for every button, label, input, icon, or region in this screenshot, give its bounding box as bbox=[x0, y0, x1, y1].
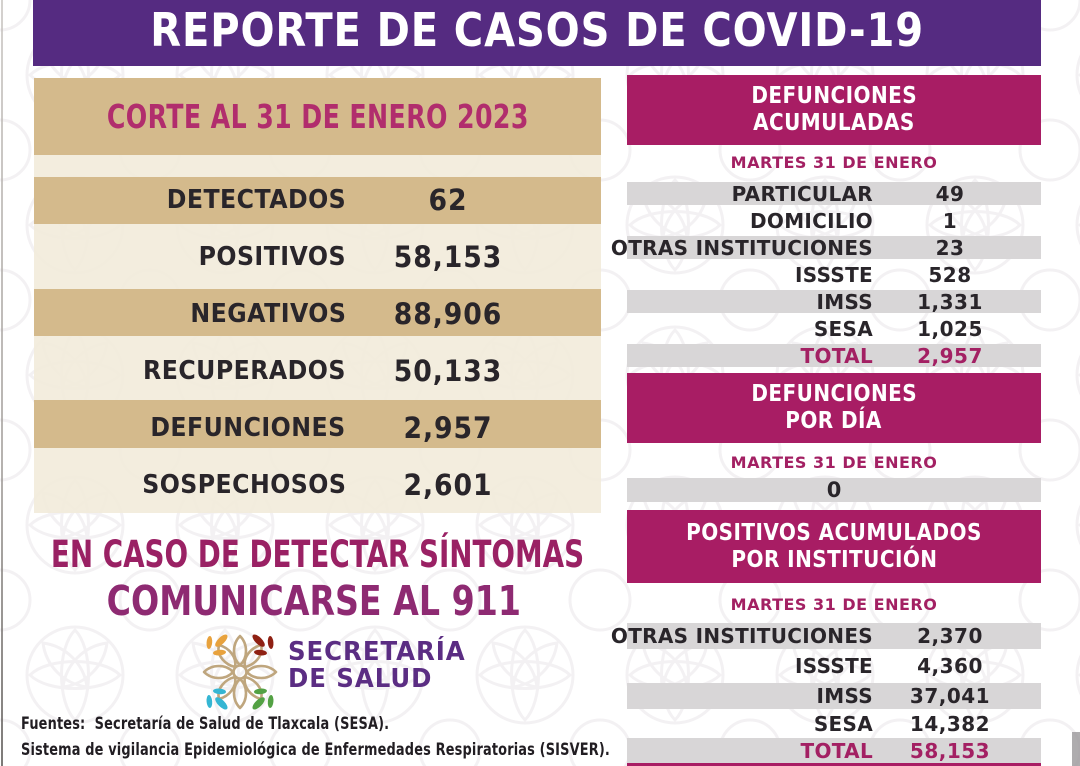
row-label: NEGATIVOS bbox=[190, 299, 346, 329]
row-label: DEFUNCIONES bbox=[150, 413, 346, 443]
row-value: 49 bbox=[935, 181, 965, 206]
row-label: ISSSTE bbox=[795, 262, 873, 287]
row-label: OTRAS INSTITUCIONES bbox=[610, 235, 873, 260]
table-row-negativos: NEGATIVOS 88,906 bbox=[34, 286, 601, 342]
row-label: POSITIVOS bbox=[198, 242, 346, 272]
row-label: TOTAL bbox=[800, 739, 873, 763]
row-value: 1,025 bbox=[917, 316, 983, 341]
row-value: 14,382 bbox=[909, 712, 991, 736]
table-row-otras-instituciones: OTRAS INSTITUCIONES 23 bbox=[611, 235, 1041, 260]
table-row-imss-positives: IMSS 37,041 bbox=[627, 683, 1041, 709]
deaths-accumulated-header: DEFUNCIONES ACUMULADAS bbox=[627, 75, 1041, 145]
stats-row-stripe bbox=[34, 177, 601, 224]
scan-edge-line bbox=[1, 0, 3, 766]
row-value: 4,360 bbox=[917, 654, 983, 678]
row-value: 37,041 bbox=[909, 684, 991, 708]
row-value: 1,331 bbox=[917, 289, 983, 314]
deaths-per-day-value-row: 0 bbox=[627, 478, 1041, 502]
symptoms-notice-line2: COMUNICARSE AL 911 bbox=[34, 577, 594, 625]
row-label: ISSSTE bbox=[795, 654, 873, 678]
row-label: SOSPECHOSOS bbox=[141, 470, 346, 500]
row-label: TOTAL bbox=[800, 343, 873, 368]
symptoms-notice-text2: COMUNICARSE AL 911 bbox=[106, 577, 522, 625]
row-value: 62 bbox=[428, 183, 468, 217]
table-row-sesa-positives: SESA 14,382 bbox=[627, 711, 1041, 737]
box-title-line: POSITIVOS ACUMULADOS bbox=[686, 519, 982, 546]
row-value: 2,957 bbox=[917, 343, 983, 368]
cropped-next-box-edge bbox=[627, 763, 1041, 766]
row-label: IMSS bbox=[816, 289, 873, 314]
row-value: 2,370 bbox=[917, 624, 983, 648]
table-row-particular: PARTICULAR 49 bbox=[627, 181, 1041, 206]
logo-wordmark: SECRETARÍA DE SALUD bbox=[288, 639, 466, 693]
date-label: MARTES 31 DE ENERO bbox=[730, 595, 938, 614]
source-note-2: Sistema de vigilancia Epidemiológica de … bbox=[21, 740, 610, 760]
stats-row-stripe bbox=[34, 400, 601, 448]
symptoms-notice-line1: EN CASO DE DETECTAR SÍNTOMAS bbox=[34, 533, 601, 576]
row-label: SESA bbox=[813, 316, 873, 341]
row-label: SESA bbox=[813, 712, 873, 736]
row-label: OTRAS INSTITUCIONES bbox=[610, 624, 873, 648]
header-bar: REPORTE DE CASOS DE COVID-19 bbox=[33, 0, 1041, 66]
stats-row-stripe bbox=[34, 289, 601, 336]
row-value: 2,601 bbox=[403, 468, 493, 502]
row-label: PARTICULAR bbox=[731, 181, 873, 206]
table-row-issste: ISSSTE 528 bbox=[627, 262, 1041, 287]
row-label: DETECTADOS bbox=[166, 185, 346, 215]
row-value: 2,957 bbox=[403, 411, 493, 445]
health-ministry-flower-icon bbox=[202, 634, 278, 710]
row-label: RECUPERADOS bbox=[143, 356, 346, 386]
row-value: 50,133 bbox=[393, 354, 503, 388]
table-row-sesa: SESA 1,025 bbox=[627, 316, 1041, 341]
table-row-defunciones: DEFUNCIONES 2,957 bbox=[34, 400, 601, 456]
row-value: 0 bbox=[826, 478, 842, 502]
table-row-sospechosos: SOSPECHOSOS 2,601 bbox=[34, 457, 601, 513]
row-value: 23 bbox=[935, 235, 965, 260]
row-label: IMSS bbox=[816, 684, 873, 708]
box-title-line: DEFUNCIONES bbox=[751, 381, 917, 407]
table-row-domicilio: DOMICILIO 1 bbox=[627, 208, 1041, 233]
table-row-total-deaths: TOTAL 2,957 bbox=[627, 343, 1041, 368]
row-value: 1 bbox=[942, 208, 958, 233]
table-row-imss: IMSS 1,331 bbox=[627, 289, 1041, 314]
row-value: 58,153 bbox=[393, 240, 503, 274]
symptoms-notice-text1: EN CASO DE DETECTAR SÍNTOMAS bbox=[50, 533, 585, 576]
row-value: 58,153 bbox=[909, 739, 991, 763]
table-row-detectados: DETECTADOS 62 bbox=[34, 172, 601, 228]
page-title: REPORTE DE CASOS DE COVID-19 bbox=[150, 3, 924, 57]
table-row-total-positives: TOTAL 58,153 bbox=[627, 738, 1041, 764]
table-row-issste-positives: ISSSTE 4,360 bbox=[627, 653, 1041, 679]
row-label: DOMICILIO bbox=[750, 208, 873, 233]
table-row-recuperados: RECUPERADOS 50,133 bbox=[34, 343, 601, 399]
deaths-per-day-header: DEFUNCIONES POR DÍA bbox=[627, 373, 1041, 443]
secretaria-de-salud-logo: SECRETARÍA DE SALUD bbox=[200, 632, 520, 712]
row-value: 528 bbox=[928, 262, 972, 287]
logo-word-line2: DE SALUD bbox=[288, 664, 433, 694]
table-row-otras-instituciones-positives: OTRAS INSTITUCIONES 2,370 bbox=[611, 623, 1041, 649]
box-title-line: POR DÍA bbox=[785, 408, 883, 434]
date-label: MARTES 31 DE ENERO bbox=[730, 153, 938, 172]
positives-by-institution-header: POSITIVOS ACUMULADOS POR INSTITUCIÓN bbox=[627, 510, 1041, 583]
source-note-1: Fuentes: Secretaría de Salud de Tlaxcala… bbox=[21, 714, 390, 734]
table-row-positivos: POSITIVOS 58,153 bbox=[34, 229, 601, 285]
logo-word-line1: SECRETARÍA bbox=[288, 637, 466, 667]
cutoff-date-label: CORTE AL 31 DE ENERO 2023 bbox=[106, 97, 529, 136]
box-title-line: ACUMULADAS bbox=[753, 110, 915, 136]
box-title-line: DEFUNCIONES bbox=[751, 83, 917, 109]
date-label: MARTES 31 DE ENERO bbox=[730, 453, 938, 472]
row-value: 88,906 bbox=[393, 297, 503, 331]
box-title-line: POR INSTITUCIÓN bbox=[730, 546, 938, 573]
scan-edge-mark bbox=[1072, 732, 1080, 766]
cutoff-date-bar: CORTE AL 31 DE ENERO 2023 bbox=[34, 78, 601, 155]
